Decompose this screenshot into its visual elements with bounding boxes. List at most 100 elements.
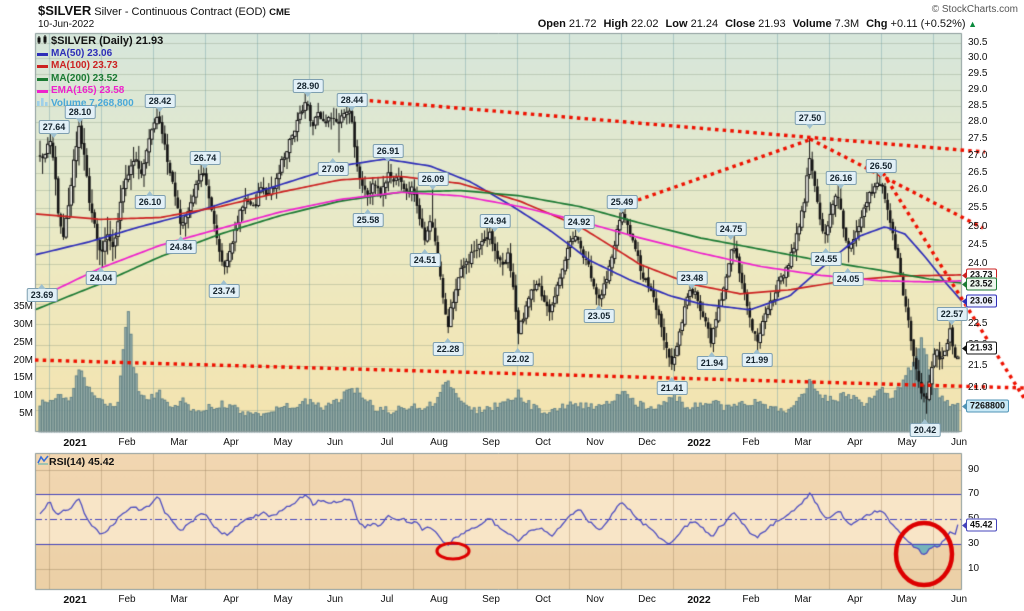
symbol-label: $SILVER xyxy=(38,3,92,18)
price-axis-tick: 25.5 xyxy=(968,202,988,214)
legend-item-text: EMA(165) 23.58 xyxy=(51,85,125,96)
price-axis-tick: 28.5 xyxy=(968,99,988,111)
rsi-month-label: Feb xyxy=(742,594,760,605)
price-annotation: 24.04 xyxy=(85,267,117,285)
legend-item: MA(50) 23.06 xyxy=(37,48,163,61)
month-label: Feb xyxy=(742,437,760,448)
rsi-month-label: Apr xyxy=(847,594,863,605)
axis-value-badge: 23.06 xyxy=(962,294,997,308)
quote-label: Open xyxy=(537,18,566,30)
chart-date: 10-Jun-2022 xyxy=(38,19,95,30)
axis-value-badge: 7268800 xyxy=(961,399,1010,413)
price-annotation: 27.64 xyxy=(38,120,70,138)
price-annotation: 26.74 xyxy=(189,151,221,169)
price-annotation: 20.42 xyxy=(909,419,941,437)
quote-value: 21.24 xyxy=(687,18,719,30)
rsi-month-label: Dec xyxy=(638,594,656,605)
line-swatch-icon xyxy=(37,60,48,73)
volume-bars-icon xyxy=(37,97,48,111)
legend-item-text: Volume 7,268,800 xyxy=(51,97,134,109)
rsi-axis-tick: 30 xyxy=(968,537,980,549)
rsi-month-label: May xyxy=(273,594,293,605)
month-label: Feb xyxy=(118,437,136,448)
month-label: Mar xyxy=(794,437,812,448)
price-annotation: 26.10 xyxy=(134,191,166,209)
rsi-value: 45.42 xyxy=(88,455,115,468)
legend-item-text: $SILVER (Daily) 21.93 xyxy=(51,35,164,47)
axis-value-badge: 23.52 xyxy=(962,277,997,291)
quote-value: 22.02 xyxy=(627,18,659,30)
price-annotation: 28.44 xyxy=(336,93,368,111)
rsi-icon xyxy=(37,455,49,468)
rsi-month-label: May xyxy=(897,594,917,605)
price-axis-tick: 27.0 xyxy=(968,149,988,161)
price-annotation: 28.42 xyxy=(144,94,176,112)
rsi-month-label: Nov xyxy=(586,594,604,605)
price-annotation: 28.90 xyxy=(292,79,324,97)
month-label: Jun xyxy=(326,437,344,448)
legend-item: MA(200) 23.52 xyxy=(37,73,163,86)
price-axis-tick: 26.5 xyxy=(968,166,988,178)
legend-item-text: MA(50) 23.06 xyxy=(51,47,113,59)
rsi-axis-tick: 10 xyxy=(968,562,980,574)
change-up-arrow-icon: ▲ xyxy=(965,19,977,29)
price-axis-tick: 29.5 xyxy=(968,67,988,79)
price-axis-tick: 29.0 xyxy=(968,83,988,95)
rsi-month-label: Jul xyxy=(380,594,394,605)
month-label: Apr xyxy=(223,437,239,448)
price-annotation: 25.58 xyxy=(352,209,384,227)
rsi-month-label: Mar xyxy=(794,594,812,605)
volume-axis-tick: 10M xyxy=(13,390,33,402)
price-annotation: 22.57 xyxy=(936,307,968,325)
rsi-month-label: Apr xyxy=(223,594,239,605)
price-annotation: 24.84 xyxy=(165,236,197,254)
rsi-month-label: Jun xyxy=(950,594,968,605)
price-axis-tick: 22.5 xyxy=(968,318,988,330)
quote-label: High xyxy=(603,18,628,30)
volume-axis-tick: 35M xyxy=(13,301,33,313)
legend-item: MA(100) 23.73 xyxy=(37,60,163,73)
price-axis-tick: 28.0 xyxy=(968,116,988,128)
axis-value-badge: 45.42 xyxy=(962,518,997,532)
stockcharts-watermark: © StockCharts.com xyxy=(931,4,1018,15)
month-label: Sep xyxy=(482,437,500,448)
rsi-month-label: 2022 xyxy=(687,594,711,606)
volume-axis-tick: 30M xyxy=(13,318,33,330)
price-axis-tick: 24.5 xyxy=(968,239,988,251)
legend-item: EMA(165) 23.58 xyxy=(37,85,163,98)
quote-value: 7.3M xyxy=(831,18,860,30)
price-axis-tick: 27.5 xyxy=(968,132,988,144)
quote-value: +0.11 (+0.52%) xyxy=(887,18,966,30)
month-label: Oct xyxy=(535,437,551,448)
quote-label: Volume xyxy=(792,18,832,30)
price-annotation: 28.10 xyxy=(64,105,96,123)
price-annotation: 23.74 xyxy=(208,280,240,298)
price-annotation: 24.55 xyxy=(810,248,842,266)
price-annotation: 23.05 xyxy=(583,305,615,323)
price-annotation: 26.09 xyxy=(417,172,449,190)
month-label: May xyxy=(273,437,293,448)
volume-axis-tick: 25M xyxy=(13,336,33,348)
quote-value: 21.72 xyxy=(565,18,597,30)
legend-item: Volume 7,268,800 xyxy=(37,98,163,111)
volume-axis-tick: 15M xyxy=(13,372,33,384)
price-axis-tick: 30.0 xyxy=(968,52,988,64)
line-swatch-icon xyxy=(37,48,48,61)
chart-title: $SILVER Silver - Continuous Contract (EO… xyxy=(38,3,290,18)
legend-item-text: MA(100) 23.73 xyxy=(51,60,118,71)
month-label: Apr xyxy=(847,437,863,448)
rsi-legend: RSI(14) 45.42 xyxy=(37,455,114,468)
symbol-description: Silver - Continuous Contract (EOD) xyxy=(94,6,267,18)
ohlc-quote-bar: Open 21.72 High 22.02 Low 21.24 Close 21.93… xyxy=(531,18,977,30)
price-annotation: 26.16 xyxy=(825,171,857,189)
price-annotation: 22.28 xyxy=(432,338,464,356)
price-annotation: 22.02 xyxy=(502,348,534,366)
price-annotation: 27.09 xyxy=(317,158,349,176)
rsi-month-label: 2021 xyxy=(63,594,87,606)
price-annotation: 25.49 xyxy=(606,195,638,213)
rsi-month-label: Feb xyxy=(118,594,136,605)
price-annotation: 27.50 xyxy=(794,111,826,129)
month-label: Nov xyxy=(586,437,604,448)
price-annotation: 26.91 xyxy=(372,144,404,162)
candlestick-icon xyxy=(37,34,48,49)
